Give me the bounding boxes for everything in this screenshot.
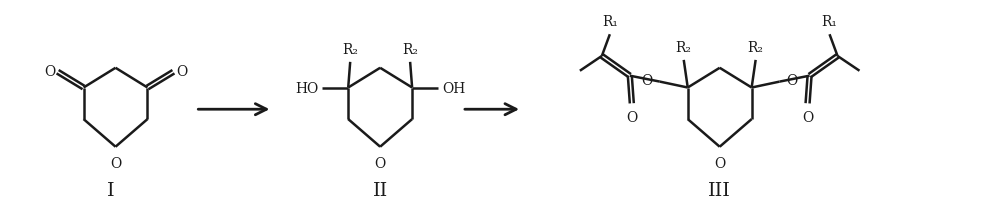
- Text: O: O: [110, 156, 121, 170]
- Text: OH: OH: [442, 81, 465, 95]
- Text: R₂: R₂: [342, 43, 358, 57]
- Text: O: O: [714, 156, 725, 170]
- Text: O: O: [375, 156, 386, 170]
- Text: O: O: [802, 111, 813, 125]
- Text: O: O: [642, 73, 653, 87]
- Text: O: O: [787, 73, 798, 87]
- Text: R₂: R₂: [402, 43, 418, 57]
- Text: O: O: [44, 64, 55, 78]
- Text: O: O: [626, 111, 637, 125]
- Text: I: I: [107, 181, 114, 199]
- Text: R₂: R₂: [748, 41, 764, 55]
- Text: II: II: [373, 181, 388, 199]
- Text: III: III: [708, 181, 731, 199]
- Text: O: O: [176, 64, 187, 78]
- Text: R₂: R₂: [676, 41, 692, 55]
- Text: R₁: R₁: [602, 15, 618, 29]
- Text: HO: HO: [295, 81, 318, 95]
- Text: R₁: R₁: [822, 15, 837, 29]
